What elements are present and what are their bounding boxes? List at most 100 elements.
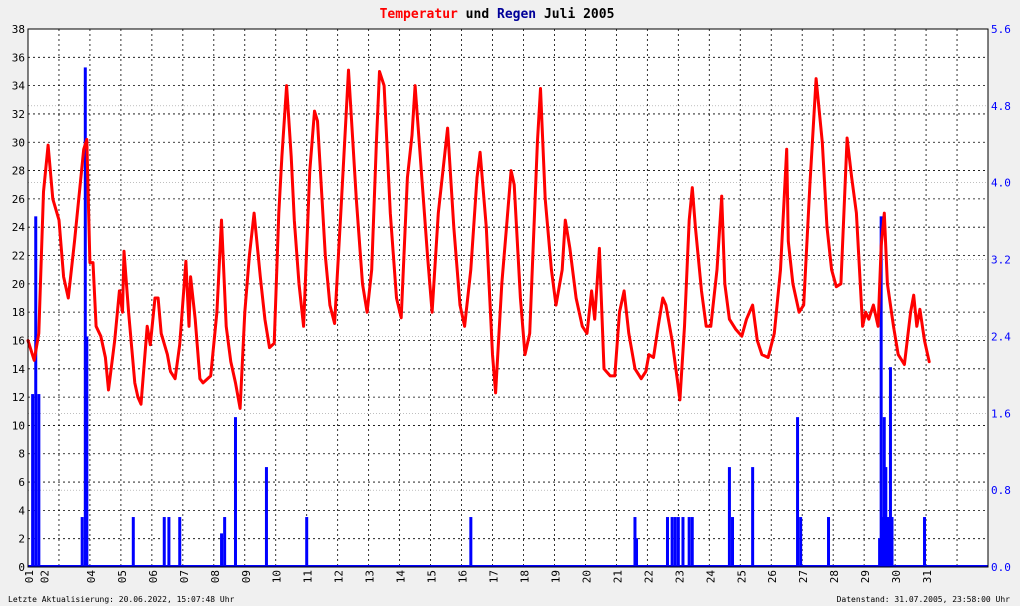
rain-bar: [881, 517, 885, 567]
x-tick-label: 09: [240, 570, 253, 583]
y-right-tick-label: 0.8: [991, 484, 1011, 497]
x-tick-label: 16: [457, 570, 470, 583]
y-left-tick-label: 4: [18, 504, 25, 517]
x-tick-label: 23: [673, 570, 686, 583]
rain-bar: [888, 367, 892, 567]
title-temperature: Temperatur: [380, 7, 458, 22]
rain-bar: [220, 533, 224, 567]
rain-bar: [635, 538, 639, 567]
y-left-tick-label: 30: [12, 136, 25, 149]
y-left-tick-label: 0: [18, 561, 25, 574]
rain-bar: [85, 336, 89, 567]
rain-bar: [681, 517, 685, 567]
y-left-tick-label: 26: [12, 193, 25, 206]
y-right-tick-label: 4.0: [991, 177, 1011, 190]
rain-bar: [796, 417, 800, 567]
y-left-tick-label: 38: [12, 23, 25, 36]
rain-bar: [305, 517, 309, 567]
title-and: und: [458, 7, 497, 22]
rain-bar: [469, 517, 473, 567]
y-left-tick-label: 6: [18, 476, 25, 489]
rain-bar: [233, 417, 237, 567]
y-right-tick-label: 4.8: [991, 100, 1011, 113]
x-tick-label: 19: [549, 570, 562, 583]
rain-bar: [131, 517, 135, 567]
rain-bar: [673, 517, 677, 567]
y-left-tick-label: 36: [12, 51, 25, 64]
x-tick-label: 29: [859, 570, 872, 583]
rain-bar: [676, 517, 680, 567]
rain-bar: [178, 517, 182, 567]
rain-bar: [923, 517, 927, 567]
x-tick-label: 02: [38, 570, 51, 583]
rain-bar: [890, 517, 894, 567]
y-right-tick-label: 5.6: [991, 23, 1011, 36]
rain-bar: [879, 216, 883, 567]
x-tick-label: 07: [178, 570, 191, 583]
y-left-tick-label: 8: [18, 448, 25, 461]
rain-bar: [827, 517, 831, 567]
y-left-tick-label: 2: [18, 533, 25, 546]
y-axis-right: 0.0 0.8 1.6 2.4 3.2 4.0 4.8 5.6: [991, 23, 1011, 574]
x-tick-label: 06: [147, 570, 160, 583]
x-tick-label: 18: [518, 570, 531, 583]
rain-bar: [167, 517, 171, 567]
rain-bar: [727, 467, 731, 567]
x-tick-label: 12: [333, 570, 346, 583]
x-tick-label: 30: [890, 570, 903, 583]
rain-bar: [687, 517, 691, 567]
x-tick-label: 28: [828, 570, 841, 583]
rain-bar: [887, 517, 891, 567]
x-tick-label: 08: [209, 570, 222, 583]
x-tick-label: 27: [797, 570, 810, 583]
x-tick-label: 05: [116, 570, 129, 583]
y-left-tick-label: 16: [12, 334, 25, 347]
plot-frame: [27, 28, 989, 568]
chart-title: Temperatur und Regen Juli 2005: [380, 7, 615, 22]
rain-bar: [665, 517, 669, 567]
x-tick-label: 26: [766, 570, 779, 583]
y-left-tick-label: 28: [12, 165, 25, 178]
rain-bar: [83, 67, 87, 567]
x-tick-label: 11: [302, 570, 315, 583]
rain-bar: [690, 517, 694, 567]
rain-bar: [80, 517, 84, 567]
rain-bar: [751, 467, 755, 567]
x-axis: 01 02 04 05 06 07 08 09 10 11 12 13 14 15 16 17 18 19 20 21…: [23, 570, 934, 584]
y-left-tick-label: 12: [12, 391, 25, 404]
x-tick-label: 15: [426, 570, 439, 583]
y-left-tick-label: 22: [12, 250, 25, 263]
temperature-line: [26, 68, 931, 410]
x-tick-label: 21: [611, 570, 624, 583]
x-tick-label: 10: [271, 570, 284, 583]
rain-bar: [162, 517, 166, 567]
y-left-tick-label: 24: [12, 221, 26, 234]
x-tick-label: 17: [488, 570, 501, 583]
x-tick-label: 24: [704, 570, 717, 584]
y-left-tick-label: 34: [12, 80, 26, 93]
footer-last-update: Letzte Aktualisierung: 20.06.2022, 15:07…: [8, 595, 235, 604]
y-left-tick-label: 10: [12, 419, 25, 432]
x-tick-label: 22: [642, 570, 655, 583]
y-right-tick-label: 2.4: [991, 330, 1011, 343]
y-left-tick-label: 20: [12, 278, 25, 291]
rain-bar: [223, 517, 227, 567]
rain-bar: [884, 467, 888, 567]
rain-bar: [31, 394, 35, 567]
x-tick-label: 04: [85, 570, 98, 584]
rain-bar: [731, 517, 735, 567]
title-rain: Regen: [497, 7, 536, 22]
y-left-tick-label: 14: [12, 363, 26, 376]
rain-bar: [37, 394, 41, 567]
plot-area: [28, 29, 988, 567]
y-right-tick-label: 3.2: [991, 254, 1011, 267]
footer-data-status: Datenstand: 31.07.2005, 23:58:00 Uhr: [837, 595, 1011, 604]
rain-bar: [34, 216, 38, 567]
rain-bars: [28, 67, 988, 567]
y-left-tick-label: 32: [12, 108, 25, 121]
rain-bar: [799, 517, 803, 567]
rain-bar: [882, 417, 886, 567]
y-right-tick-label: 1.6: [991, 407, 1011, 420]
